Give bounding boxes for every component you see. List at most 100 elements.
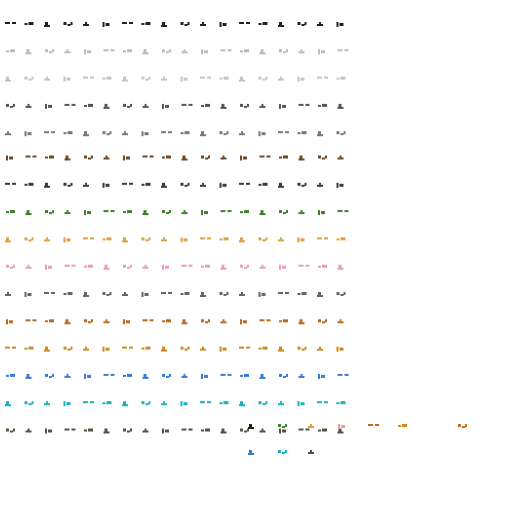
sprite-frame-green-row-1 — [6, 210, 15, 214]
sprite-frame-pink-row-17 — [318, 264, 327, 268]
sprite-frame-pale-row-3-4 — [63, 76, 71, 82]
sprite-frame-grey-red-row-2 — [24, 292, 32, 297]
sprite-frame-pale-row-2-17 — [318, 49, 325, 55]
sprite-frame-pale-row-3-15 — [278, 76, 284, 81]
sprite-frame-pale-row-3-17 — [317, 76, 328, 79]
sprite-frame-pale-row-4-10 — [181, 103, 193, 106]
sprite-frame-green-row-15 — [279, 210, 288, 215]
sprite-frame-grey-red-row-17 — [317, 292, 323, 297]
sprite-frame-pale-row-2-4 — [64, 49, 71, 54]
sprite-frame-pale-row-2-16 — [298, 49, 305, 54]
sprite-frame-pale-row-5-7 — [122, 131, 128, 136]
sprite-frame-pale-row-top-12 — [219, 22, 227, 27]
sprite-frame-amber-row-9 — [161, 346, 167, 352]
sprite-frame-green-row-2 — [25, 210, 32, 216]
sprite-frame-pale-row-4-18 — [337, 103, 344, 109]
sprite-frame-pale-row-2-18 — [337, 49, 349, 52]
sprite-frame-amber-row-7 — [122, 346, 133, 349]
sprite-frame-pale-row-top-4 — [63, 22, 73, 26]
sprite-frame-green-row-3 — [45, 210, 54, 215]
sprite-frame-grey-red-row-5 — [83, 292, 89, 297]
sprite-frame-pink-row-12 — [220, 264, 227, 270]
sprite-frame-pale-row-top-18 — [336, 22, 344, 27]
sprite-frame-pale-row-top-3 — [44, 22, 50, 27]
sprite-frame-dark-row-3 — [44, 182, 50, 188]
sprite-frame-pink-row-7 — [123, 264, 132, 269]
sprite-frame-orange-brown-row-17 — [318, 319, 327, 324]
sprite-frame-pale-row-top-13 — [239, 22, 250, 24]
sprite-frame-cyan-row-2 — [24, 401, 34, 406]
sprite-frame-dark-row-9 — [161, 182, 167, 188]
sprite-frame-orange-row-15 — [278, 237, 284, 242]
sprite-frame-pale-row-3-10 — [180, 76, 188, 82]
sprite-frame-grey-brown-row-14 — [259, 428, 266, 433]
sprite-frame-orange-brown-row-8 — [142, 319, 154, 322]
sprite-frame-amber-row-16 — [297, 346, 307, 351]
extra-frame-mini-grey-brown — [308, 450, 314, 454]
sprite-frame-orange-row-5 — [83, 237, 94, 240]
sprite-frame-pale-row-3-14 — [258, 76, 268, 81]
sprite-frame-orange-row-18 — [336, 237, 346, 241]
sprite-frame-orange-brown-row-7 — [123, 319, 130, 325]
extra-frame-mini-cyan — [278, 450, 287, 454]
sprite-frame-brown-row-7 — [123, 155, 130, 161]
sprite-frame-blue-row-1 — [6, 373, 15, 377]
sprite-frame-green-row-11 — [201, 210, 208, 216]
sprite-frame-brown-row-13 — [240, 155, 247, 161]
sprite-frame-pale-row-4-16 — [298, 103, 310, 106]
sprite-frame-pale-row-2-9 — [162, 49, 171, 54]
sprite-frame-pale-row-2-8 — [142, 49, 149, 55]
sprite-frame-grey-red-row-7 — [122, 292, 128, 296]
sprite-frame-orange-row-11 — [200, 237, 211, 240]
sprite-frame-pink-row-16 — [298, 264, 310, 267]
sprite-frame-green-row-13 — [240, 210, 249, 214]
sprite-frame-cyan-row-13 — [239, 401, 245, 407]
sprite-frame-cyan-row-1 — [5, 401, 11, 407]
sprite-frame-brown-row-2 — [25, 155, 37, 158]
extra-frame-mini-orange — [308, 424, 314, 428]
extra-frame-mini-amber — [458, 424, 467, 428]
sprite-frame-pale-row-2-7 — [123, 49, 132, 53]
sprite-frame-grey-red-row-10 — [180, 292, 190, 295]
sprite-frame-amber-row-18 — [336, 346, 344, 352]
sprite-frame-dark-row-13 — [239, 182, 250, 185]
sprite-frame-dark-row-5 — [83, 182, 89, 187]
sprite-frame-pale-row-5-3 — [44, 131, 55, 134]
sprite-frame-blue-row-10 — [181, 373, 188, 378]
sprite-frame-blue-row-17 — [318, 373, 325, 379]
sprite-frame-pale-row-2-11 — [201, 49, 208, 55]
sprite-frame-blue-row-3 — [45, 373, 54, 378]
sprite-frame-pink-row-8 — [142, 264, 149, 269]
sprite-frame-pale-row-2-2 — [25, 49, 32, 55]
sprite-frame-cyan-row-9 — [161, 401, 167, 406]
extra-frame-mini-pink — [338, 424, 345, 429]
sprite-frame-blue-row-18 — [337, 373, 349, 376]
sprite-frame-orange-brown-row-2 — [25, 319, 37, 322]
sprite-frame-pale-row-5-5 — [83, 131, 89, 137]
sprite-frame-pale-row-5-8 — [141, 131, 149, 137]
sprite-frame-green-row-5 — [84, 210, 91, 216]
sprite-frame-grey-brown-row-18 — [337, 428, 344, 434]
sprite-frame-green-row-10 — [181, 210, 188, 215]
sprite-frame-green-row-17 — [318, 210, 325, 216]
sprite-frame-pale-row-2-10 — [181, 49, 188, 54]
sprite-frame-pale-row-3-3 — [44, 76, 50, 81]
sprite-frame-pale-row-top-11 — [200, 22, 206, 26]
sprite-frame-orange-row-10 — [180, 237, 188, 243]
sprite-frame-grey-red-row-1 — [5, 292, 11, 296]
sprite-frame-grey-red-row-18 — [336, 292, 346, 296]
sprite-frame-brown-row-12 — [220, 155, 227, 160]
sprite-frame-grey-red-row-13 — [239, 292, 245, 296]
sprite-frame-green-row-6 — [103, 210, 115, 213]
sprite-frame-pale-row-4-1 — [6, 103, 15, 108]
sprite-frame-green-row-12 — [220, 210, 232, 213]
sprite-frame-dark-row-16 — [297, 182, 307, 187]
sprite-frame-amber-row-4 — [63, 346, 73, 351]
sprite-frame-pale-row-4-2 — [25, 103, 32, 108]
sprite-frame-grey-brown-row-17 — [318, 428, 327, 432]
sprite-frame-amber-row-2 — [24, 346, 34, 350]
sprite-frame-grey-brown-row-9 — [162, 428, 169, 434]
sprite-frame-dark-row-2 — [24, 182, 34, 186]
sprite-frame-pale-row-2-12 — [220, 49, 232, 52]
sprite-frame-green-row-16 — [298, 210, 305, 215]
